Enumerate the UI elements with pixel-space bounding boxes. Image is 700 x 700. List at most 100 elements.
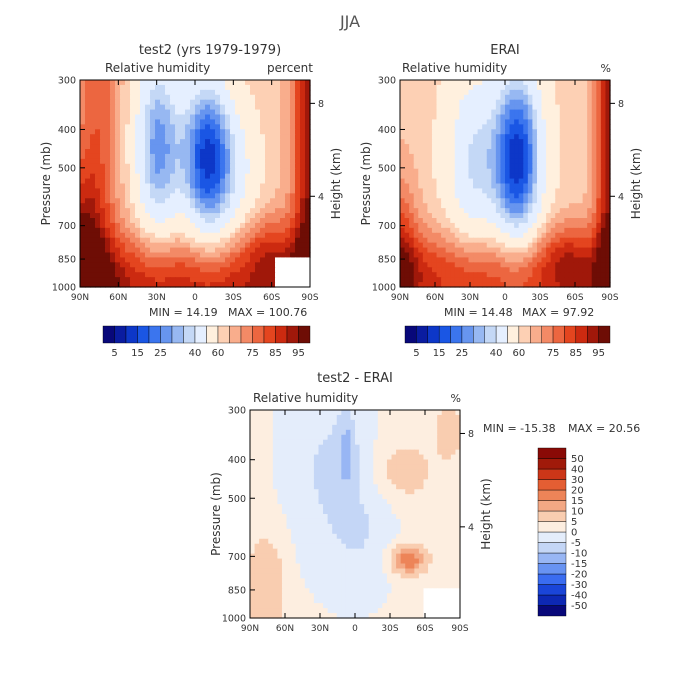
field-cell bbox=[270, 222, 276, 229]
field-cell bbox=[564, 144, 570, 150]
field-cell bbox=[286, 479, 292, 485]
field-cell bbox=[165, 163, 171, 170]
field-cell bbox=[105, 173, 111, 180]
field-cell bbox=[482, 252, 488, 259]
field-cell bbox=[491, 149, 497, 155]
field-cell bbox=[441, 459, 447, 466]
field-cell bbox=[509, 158, 515, 165]
field-cell bbox=[500, 282, 506, 288]
field-cell bbox=[140, 178, 146, 185]
field-cell bbox=[295, 464, 301, 471]
field-cell bbox=[373, 429, 379, 436]
field-cell bbox=[532, 119, 538, 125]
field-cell bbox=[459, 163, 465, 170]
field-cell bbox=[509, 232, 515, 239]
field-cell bbox=[514, 213, 520, 219]
field-cell bbox=[359, 479, 365, 485]
field-cell bbox=[135, 247, 141, 254]
field-cell bbox=[500, 242, 506, 249]
field-cell bbox=[441, 213, 447, 219]
field-cell bbox=[422, 232, 428, 239]
field-cell bbox=[215, 84, 221, 91]
colorbar-swatch bbox=[598, 325, 611, 344]
field-cell bbox=[573, 173, 579, 180]
field-cell bbox=[527, 109, 533, 116]
field-cell bbox=[396, 414, 402, 421]
field-cell bbox=[115, 247, 121, 254]
field-cell bbox=[272, 514, 278, 520]
colorbar-label: 25 bbox=[456, 348, 469, 359]
field-cell bbox=[568, 218, 575, 224]
field-cell bbox=[300, 222, 306, 229]
field-cell bbox=[409, 119, 415, 125]
field-cell bbox=[587, 188, 593, 194]
field-cell bbox=[195, 242, 201, 249]
field-cell bbox=[304, 479, 310, 485]
field-cell bbox=[413, 282, 419, 288]
field-cell bbox=[486, 247, 492, 254]
field-cell bbox=[210, 267, 216, 273]
field-cell bbox=[245, 252, 251, 259]
field-cell bbox=[341, 424, 347, 431]
field-cell bbox=[155, 114, 161, 121]
field-cell bbox=[305, 158, 311, 165]
field-cell bbox=[160, 99, 166, 106]
field-cell bbox=[541, 232, 547, 239]
field-cell bbox=[550, 257, 556, 263]
field-cell bbox=[332, 459, 338, 466]
field-cell bbox=[313, 454, 320, 461]
field-cell bbox=[491, 80, 497, 86]
field-cell bbox=[396, 454, 402, 461]
field-cell bbox=[550, 272, 556, 278]
field-cell bbox=[413, 227, 419, 234]
field-cell bbox=[418, 267, 424, 273]
field-cell bbox=[313, 499, 320, 505]
field-cell bbox=[235, 124, 241, 130]
field-cell bbox=[532, 178, 538, 185]
field-cell bbox=[555, 158, 561, 165]
field-cell bbox=[140, 80, 146, 86]
field-cell bbox=[245, 84, 251, 91]
field-cell bbox=[578, 80, 584, 86]
field-cell bbox=[559, 237, 565, 244]
field-cell bbox=[250, 499, 256, 505]
field-cell bbox=[277, 439, 283, 446]
field-cell bbox=[582, 109, 588, 116]
field-cell bbox=[564, 242, 570, 249]
field-cell bbox=[200, 237, 206, 244]
field-cell bbox=[396, 459, 402, 466]
field-cell bbox=[323, 509, 329, 515]
field-cell bbox=[95, 208, 101, 214]
field-cell bbox=[409, 188, 415, 194]
field-cell bbox=[268, 410, 274, 416]
field-cell bbox=[259, 424, 265, 431]
field-cell bbox=[145, 158, 151, 165]
field-cell bbox=[518, 114, 524, 121]
field-cell bbox=[275, 163, 281, 170]
field-cell bbox=[473, 213, 479, 219]
field-cell bbox=[250, 247, 256, 254]
colorbar-swatch bbox=[252, 325, 265, 344]
field-cell bbox=[441, 188, 447, 194]
field-cell bbox=[573, 242, 579, 249]
field-cell bbox=[518, 163, 524, 170]
field-cell bbox=[373, 474, 379, 480]
field-cell bbox=[180, 109, 186, 116]
field-cell bbox=[80, 84, 86, 91]
field-cell bbox=[180, 282, 186, 288]
field-cell bbox=[605, 104, 611, 111]
field-cell bbox=[290, 203, 296, 209]
field-cell bbox=[230, 198, 236, 204]
field-cell bbox=[305, 84, 311, 91]
field-cell bbox=[509, 94, 515, 101]
field-cell bbox=[400, 434, 406, 441]
field-cell bbox=[605, 134, 611, 140]
field-cell bbox=[436, 94, 442, 101]
field-cell bbox=[491, 114, 497, 121]
field-cell bbox=[291, 439, 297, 446]
field-cell bbox=[450, 414, 457, 421]
field-cell bbox=[254, 484, 260, 490]
field-cell bbox=[105, 193, 111, 199]
field-cell bbox=[80, 114, 86, 121]
field-cell bbox=[427, 267, 433, 273]
